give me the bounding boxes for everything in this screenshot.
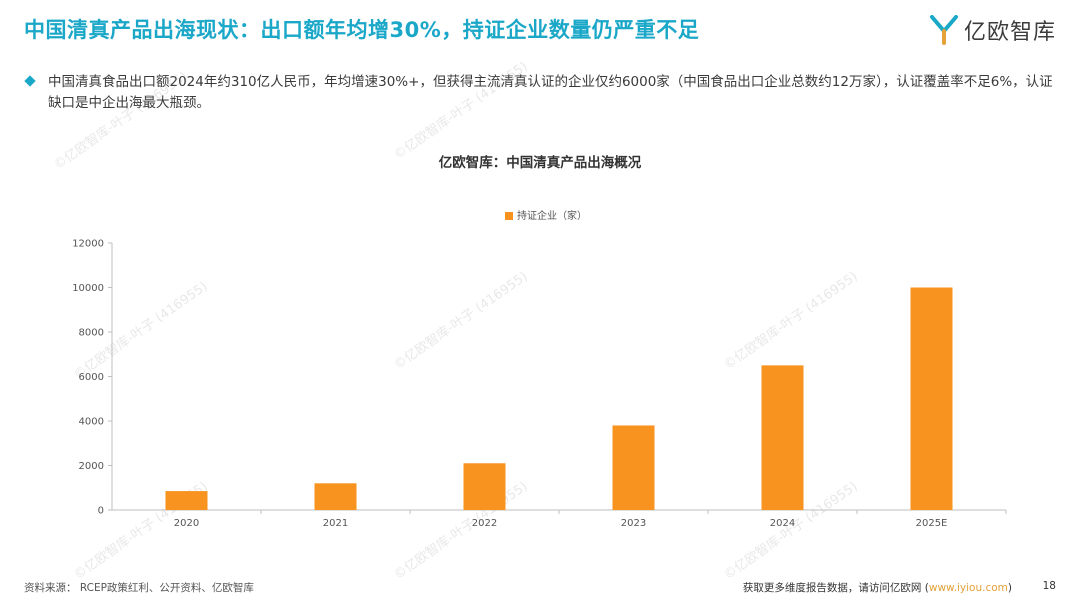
x-tick-label: 2021 bbox=[323, 518, 348, 529]
website-link[interactable]: www.iyiou.com bbox=[928, 582, 1008, 594]
y-tick-label: 12000 bbox=[72, 239, 104, 250]
footer-cta-text: 获取更多维度报告数据，请访问亿欧网 ( bbox=[742, 582, 929, 594]
x-tick-label: 2023 bbox=[621, 518, 646, 529]
legend-label: 持证企业（家） bbox=[517, 209, 587, 222]
bar-2024 bbox=[761, 365, 804, 510]
footer-cta-suffix: ) bbox=[1007, 582, 1012, 594]
page-title: 中国清真产品出海现状：出口额年均增30%，持证企业数量仍严重不足 bbox=[24, 18, 700, 42]
summary-text: 中国清真食品出口额2024年约310亿人民币，年均增速30%+，但获得主流清真认… bbox=[48, 74, 1053, 111]
logo-text: 亿欧智库 bbox=[963, 20, 1056, 45]
y-tick-label: 10000 bbox=[72, 283, 104, 294]
y-tick-label: 2000 bbox=[79, 461, 104, 472]
y-tick-label: 0 bbox=[98, 506, 104, 517]
bar-2022 bbox=[463, 463, 506, 510]
legend-swatch bbox=[505, 212, 513, 220]
footer-cta: 获取更多维度报告数据，请访问亿欧网 (www.iyiou.com) bbox=[743, 580, 1012, 595]
logo: 亿欧智库 bbox=[929, 14, 1056, 46]
chart-title: 亿欧智库：中国清真产品出海概况 bbox=[438, 155, 642, 171]
y-tick-label: 4000 bbox=[79, 417, 104, 428]
source-note: 资料来源： RCEP政策红利、公开资料、亿欧智库 bbox=[24, 582, 254, 594]
bar-2020 bbox=[165, 491, 208, 510]
x-tick-label: 2020 bbox=[174, 518, 199, 529]
y-tick-label: 6000 bbox=[79, 372, 104, 383]
y-tick-label: 8000 bbox=[79, 328, 104, 339]
page-number: 18 bbox=[1042, 580, 1056, 592]
summary-block: 中国清真食品出口额2024年约310亿人民币，年均增速30%+，但获得主流清真认… bbox=[24, 72, 1056, 114]
x-tick-label: 2024 bbox=[770, 518, 795, 529]
x-tick-label: 2025E bbox=[916, 518, 948, 529]
x-tick-label: 2022 bbox=[472, 518, 497, 529]
bar-2025E bbox=[910, 287, 953, 510]
logo-icon bbox=[929, 15, 958, 45]
bar-2021 bbox=[314, 483, 357, 510]
bar-2023 bbox=[612, 425, 655, 510]
